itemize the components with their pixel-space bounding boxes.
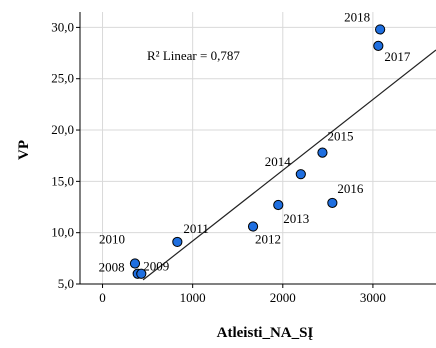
y-tick-label: 15,0 xyxy=(51,173,74,188)
point-label-2018: 2018 xyxy=(344,9,370,24)
point-label-2013: 2013 xyxy=(283,211,309,226)
y-tick-label: 30,0 xyxy=(51,19,74,34)
fit-line xyxy=(142,49,436,281)
y-tick-label: 5,0 xyxy=(58,276,74,291)
point-label-2008: 2008 xyxy=(99,260,125,275)
point-label-2015: 2015 xyxy=(327,129,353,144)
point-label-2010: 2010 xyxy=(99,231,125,246)
y-ticks: 5,0 10,0 15,0 20,0 25,0 30,0 xyxy=(51,19,80,291)
data-point-2012 xyxy=(247,221,259,232)
x-axis-title: Atleisti_NA_SĮ xyxy=(217,325,314,341)
data-points xyxy=(129,24,386,279)
r-squared-annotation: R² Linear = 0,787 xyxy=(147,48,240,63)
data-point-2017 xyxy=(373,40,384,51)
point-label-2011: 2011 xyxy=(183,221,209,236)
x-tick-label: 1000 xyxy=(180,290,206,305)
x-tick-label: 3000 xyxy=(360,290,386,305)
data-point-2014 xyxy=(295,169,306,180)
data-point-2018 xyxy=(375,24,386,35)
y-tick-label: 25,0 xyxy=(51,71,74,86)
y-tick-label: 20,0 xyxy=(51,122,74,137)
data-point-2010 xyxy=(129,258,141,269)
x-tick-label: 2000 xyxy=(270,290,296,305)
point-label-2016: 2016 xyxy=(337,181,364,196)
y-tick-label: 10,0 xyxy=(51,225,74,240)
point-label-2012: 2012 xyxy=(255,232,281,247)
data-point-2016 xyxy=(327,197,338,209)
point-label-2009: 2009 xyxy=(143,259,169,274)
point-label-2017: 2017 xyxy=(384,49,411,64)
data-point-2013 xyxy=(273,199,284,211)
data-point-2009 xyxy=(136,268,147,279)
data-point-2015 xyxy=(317,147,328,158)
point-label-2014: 2014 xyxy=(265,154,292,169)
y-axis-title: VP xyxy=(16,140,32,160)
x-tick-label: 0 xyxy=(99,290,106,305)
x-ticks: 0 1000 2000 3000 xyxy=(99,284,386,305)
data-point-2011 xyxy=(172,236,183,248)
